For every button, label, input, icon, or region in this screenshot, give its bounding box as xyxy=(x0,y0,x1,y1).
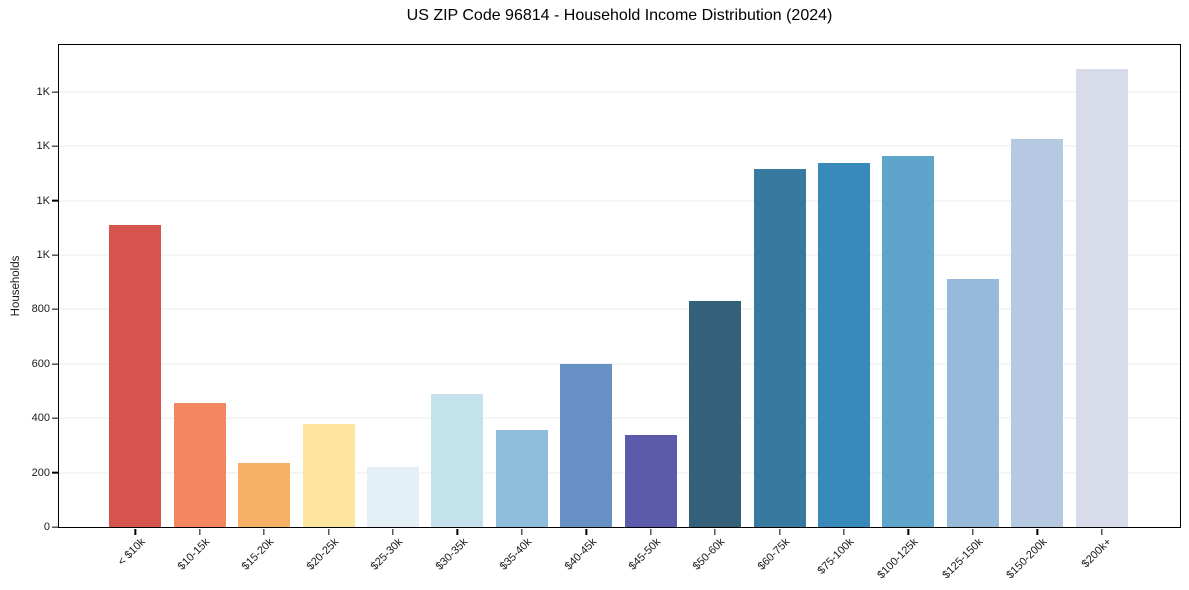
x-tick-mark xyxy=(456,529,459,535)
bar-10k xyxy=(109,225,162,527)
chart-title: US ZIP Code 96814 - Household Income Dis… xyxy=(406,7,833,24)
y-tick-mark xyxy=(52,363,58,365)
bars-row: < $10k $10-15k $15-20k $20-25k $25-30k $30-35… xyxy=(103,45,1134,581)
y-tick-mark xyxy=(52,145,58,147)
bar-100-125k xyxy=(882,155,935,527)
gridline xyxy=(59,363,1180,365)
x-tick-mark xyxy=(843,529,845,535)
bar-60-75k xyxy=(753,169,806,527)
x-tick-label: < $10k xyxy=(115,536,148,569)
x-tick-label: $30-35k xyxy=(433,536,470,573)
bar-slot: $45-50k xyxy=(619,45,683,573)
y-tick-label: 600 xyxy=(31,357,50,370)
bar-10-15k xyxy=(173,403,226,527)
bar-25-30k xyxy=(366,467,419,527)
y-tick-label: 1K xyxy=(36,249,50,261)
x-tick-label: $100-125k xyxy=(875,536,921,582)
x-tick-mark xyxy=(1101,529,1103,535)
x-tick-mark xyxy=(650,529,652,535)
bar-slot: $60-75k xyxy=(747,45,811,573)
x-tick-mark xyxy=(134,529,136,535)
bar-125-150k xyxy=(946,279,999,527)
y-tick-mark xyxy=(52,91,58,93)
x-tick-label: $10-15k xyxy=(175,536,213,573)
y-tick-mark xyxy=(52,199,58,202)
x-tick-label: $50-60k xyxy=(691,536,728,573)
gridline xyxy=(59,254,1180,256)
x-tick-mark xyxy=(521,529,523,535)
y-axis-label: Households xyxy=(10,255,22,317)
plot-area: < $10k $10-15k $15-20k $20-25k $25-30k $30-35… xyxy=(32,44,1181,581)
bar-slot: $125-150k xyxy=(940,45,1005,581)
y-tick-mark xyxy=(52,417,58,419)
y-tick-mark xyxy=(52,526,58,528)
x-tick-mark xyxy=(392,529,394,535)
y-tick-label: 0 xyxy=(43,521,50,533)
bar-slot: $40-45k xyxy=(554,45,618,573)
y-tick-mark xyxy=(52,254,58,256)
bar-slot: $75-100k xyxy=(812,45,876,577)
y-tick-label: 1K xyxy=(36,140,50,153)
bar-slot: $30-35k xyxy=(425,45,489,573)
x-tick-mark xyxy=(714,529,716,535)
bar-20-25k xyxy=(302,423,355,527)
bar-slot: $20-25k xyxy=(296,45,360,573)
bar-slot: $200k+ xyxy=(1070,45,1134,570)
y-tick-label: 200 xyxy=(31,466,50,479)
gridline xyxy=(59,91,1180,93)
x-tick-label: $20-25k xyxy=(304,536,342,573)
x-tick-mark xyxy=(327,529,330,535)
y-tick-mark xyxy=(52,471,58,474)
x-tick-label: $125-150k xyxy=(940,536,986,582)
bar-slot: $15-20k xyxy=(232,45,296,573)
x-tick-mark xyxy=(585,529,587,535)
y-tick-label: 800 xyxy=(31,303,50,316)
gridline xyxy=(59,472,1180,474)
x-tick-label: $40-45k xyxy=(562,536,599,573)
x-tick-label: $75-100k xyxy=(815,536,857,577)
bar-50-60k xyxy=(689,301,742,527)
bar-150-200k xyxy=(1011,139,1064,527)
x-tick-label: $15-20k xyxy=(239,536,277,573)
bar-slot: $50-60k xyxy=(683,45,747,573)
x-tick-label: $200k+ xyxy=(1080,536,1115,571)
bar-slot: $100-125k xyxy=(876,45,940,581)
x-tick-mark xyxy=(263,529,265,535)
x-tick-label: $35-40k xyxy=(497,536,535,573)
y-tick-label: 1K xyxy=(36,194,50,207)
gridline xyxy=(59,200,1180,202)
x-tick-mark xyxy=(907,529,910,535)
gridline xyxy=(59,308,1180,310)
bar-40-45k xyxy=(560,363,613,527)
x-tick-label: $150-200k xyxy=(1004,536,1050,582)
x-tick-mark xyxy=(972,529,974,535)
x-tick-mark xyxy=(199,529,201,535)
y-tick-label: 1K xyxy=(36,85,50,98)
bar-35-40k xyxy=(495,430,548,527)
bar-slot: $150-200k xyxy=(1005,45,1069,581)
bar-200k xyxy=(1075,68,1128,527)
bar-slot: < $10k xyxy=(103,45,167,568)
x-tick-label: $60-75k xyxy=(755,536,793,573)
gridline xyxy=(59,417,1180,419)
y-tick-mark xyxy=(52,308,58,311)
bar-slot: $35-40k xyxy=(490,45,554,573)
x-tick-label: $25-30k xyxy=(368,536,406,573)
x-tick-mark xyxy=(778,529,781,535)
bar-slot: $10-15k xyxy=(167,45,231,573)
bar-75-100k xyxy=(818,162,871,527)
bar-30-35k xyxy=(431,393,484,527)
bar-15-20k xyxy=(238,463,291,527)
x-tick-label: $45-50k xyxy=(626,536,664,573)
x-tick-mark xyxy=(1036,529,1038,535)
y-tick-label: 400 xyxy=(31,412,50,425)
gridline xyxy=(59,145,1180,147)
bar-slot: $25-30k xyxy=(361,45,425,573)
bar-45-50k xyxy=(624,434,677,527)
